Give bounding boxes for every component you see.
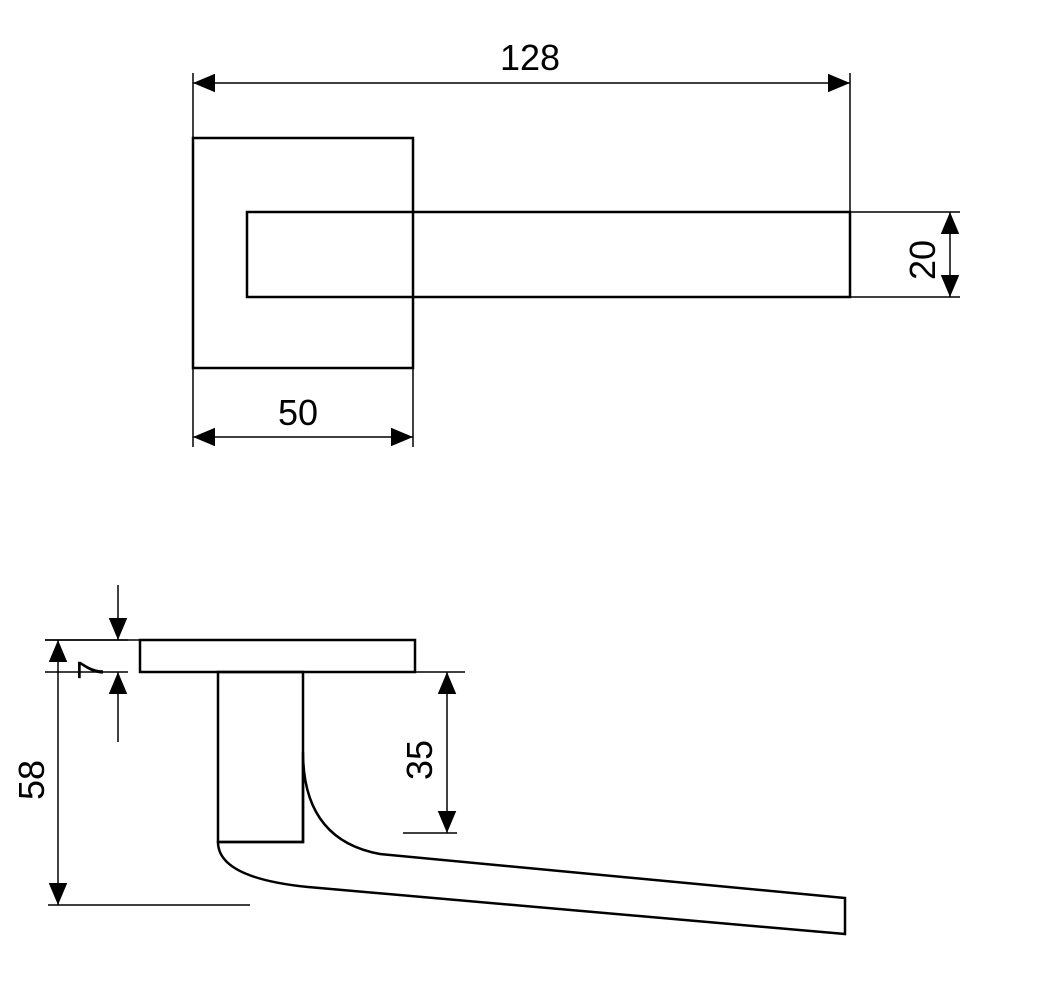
svg-text:20: 20: [902, 240, 943, 280]
svg-text:58: 58: [11, 760, 52, 800]
svg-text:50: 50: [278, 392, 318, 433]
svg-text:35: 35: [399, 740, 440, 780]
svg-text:7: 7: [70, 660, 111, 680]
svg-text:128: 128: [500, 37, 560, 78]
